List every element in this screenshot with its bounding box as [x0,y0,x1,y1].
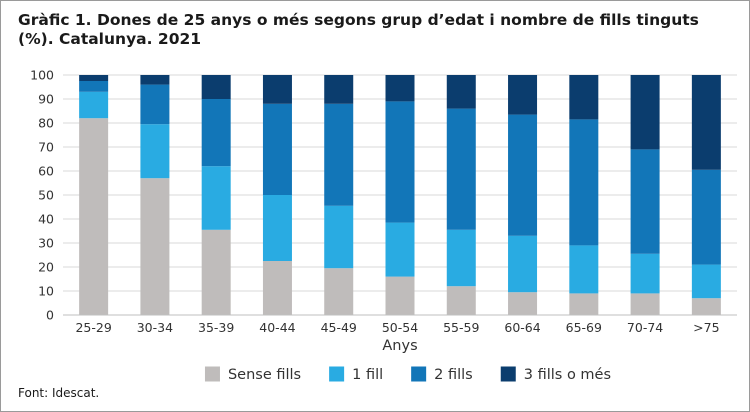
y-tick-label: 80 [38,116,54,131]
bar-segment [385,222,415,277]
bar-segment [691,298,721,315]
bar-segment [691,264,721,299]
bar-segment [385,101,415,223]
bar-segment [262,75,292,104]
bar-segment [262,195,292,261]
legend-label: 2 fills [434,367,473,383]
bar-segment [446,229,476,287]
y-tick-label: 70 [38,140,54,155]
bar-segment [691,169,721,265]
x-tick-label: 25-29 [75,320,111,335]
axis-layer: 0 10 20 30 40 50 60 70 80 90 100 25-29 30-34 35-39 40-… [30,68,737,354]
x-axis-title: Anys [382,338,417,354]
bar-segment [324,268,354,315]
x-tick-label: 40-44 [259,320,295,335]
bar-segment [385,75,415,102]
legend-swatch [411,366,427,382]
bar-segment [385,276,415,315]
bar-segment [569,119,599,246]
bar-segment [140,178,170,315]
bar-segment [79,81,109,92]
chart-title: Gràfic 1. Dones de 25 anys o més segons … [18,11,699,48]
bar-segment [446,108,476,230]
source-note: Font: Idescat. [18,386,100,400]
x-tick-label: 35-39 [198,320,234,335]
x-tick-label: 65-69 [566,320,602,335]
bar-segment [201,99,231,167]
bar-segment [201,166,231,230]
bar-segment [508,292,538,315]
legend-swatch [329,366,345,382]
x-tick-label: 30-34 [137,320,173,335]
bar-segment [140,75,170,85]
bar-segment [630,253,660,294]
bar-layer [79,75,721,315]
y-tick-label: 30 [38,236,54,251]
bar-segment [262,261,292,315]
bar-segment [630,75,660,150]
x-tick-label: 70-74 [627,320,663,335]
bar-segment [630,293,660,315]
x-tick-label: 60-64 [504,320,540,335]
bar-segment [140,124,170,179]
legend-label: Sense fills [228,367,301,383]
bar-segment [324,75,354,104]
bar-segment [508,114,538,236]
y-tick-label: 60 [38,164,54,179]
bar-segment [508,235,538,293]
bar-segment [508,75,538,115]
bar-segment [262,103,292,195]
bar-segment [79,91,109,119]
bar-segment [446,286,476,315]
bar-segment [569,293,599,315]
y-tick-label: 20 [38,260,54,275]
y-tick-label: 90 [38,92,54,107]
x-tick-label: >75 [693,320,719,335]
bar-segment [201,75,231,99]
bar-segment [446,75,476,109]
legend-swatch [500,366,516,382]
y-tick-label: 100 [30,68,54,83]
bar-segment [630,149,660,254]
legend-label: 3 fills o més [524,367,611,383]
y-tick-label: 50 [38,188,54,203]
y-tick-label: 10 [38,284,54,299]
bar-segment [324,205,354,269]
y-tick-label: 40 [38,212,54,227]
legend-label: 1 fill [352,367,383,383]
y-tick-label: 0 [46,308,54,323]
bar-segment [79,75,109,81]
bar-segment [569,75,599,120]
bar-segment [79,118,109,315]
x-tick-label: 45-49 [321,320,357,335]
bar-segment [201,229,231,315]
bar-segment [691,75,721,170]
x-tick-label: 55-59 [443,320,479,335]
bar-segment [140,84,170,125]
bar-segment [324,103,354,206]
legend-swatch [204,366,220,382]
bar-segment [569,245,599,294]
legend: Sense fills 1 fill 2 fills 3 fills o més [204,366,611,383]
x-tick-label: 50-54 [382,320,418,335]
